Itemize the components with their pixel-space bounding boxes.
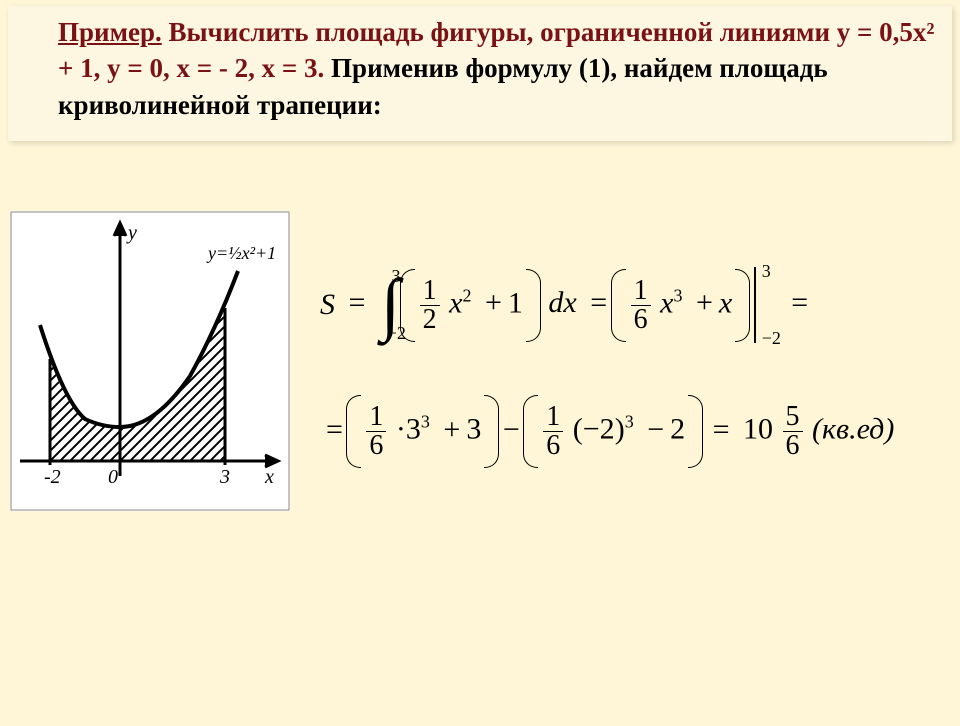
curve-label: y=½x²+1 bbox=[206, 243, 276, 263]
origin-label: 0 bbox=[108, 466, 118, 488]
problem-text-box: Пример. Вычислить площадь фигуры, ограни… bbox=[8, 6, 952, 141]
y-axis-label: y bbox=[126, 222, 137, 244]
evaluation-bar: 3 −2 bbox=[754, 267, 756, 343]
graph-figure: -2 0 3 x y y=½x²+1 bbox=[10, 211, 290, 516]
equation-row-1: S = 3 ∫ −2 12 x2 +1 dx = 16 x3 +x 3 −2 bbox=[320, 267, 950, 343]
formula-block: S = 3 ∫ −2 12 x2 +1 dx = 16 x3 +x 3 −2 bbox=[290, 267, 960, 460]
content-area: -2 0 3 x y y=½x²+1 S = 3 ∫ −2 12 x2 +1 bbox=[0, 211, 960, 516]
integral-symbol: 3 ∫ −2 bbox=[381, 284, 400, 326]
S-symbol: S bbox=[320, 288, 335, 322]
equation-row-2: = 16 ·33 +3 − 16 (−2)3 −2 = 10 56 (кв.ед… bbox=[320, 403, 950, 460]
example-label: Пример. bbox=[58, 17, 162, 47]
unit-label: (кв.ед) bbox=[812, 413, 894, 446]
x-axis-label: x bbox=[264, 466, 274, 488]
xtick-3: 3 bbox=[219, 466, 230, 488]
xtick-neg2: -2 bbox=[44, 466, 61, 488]
